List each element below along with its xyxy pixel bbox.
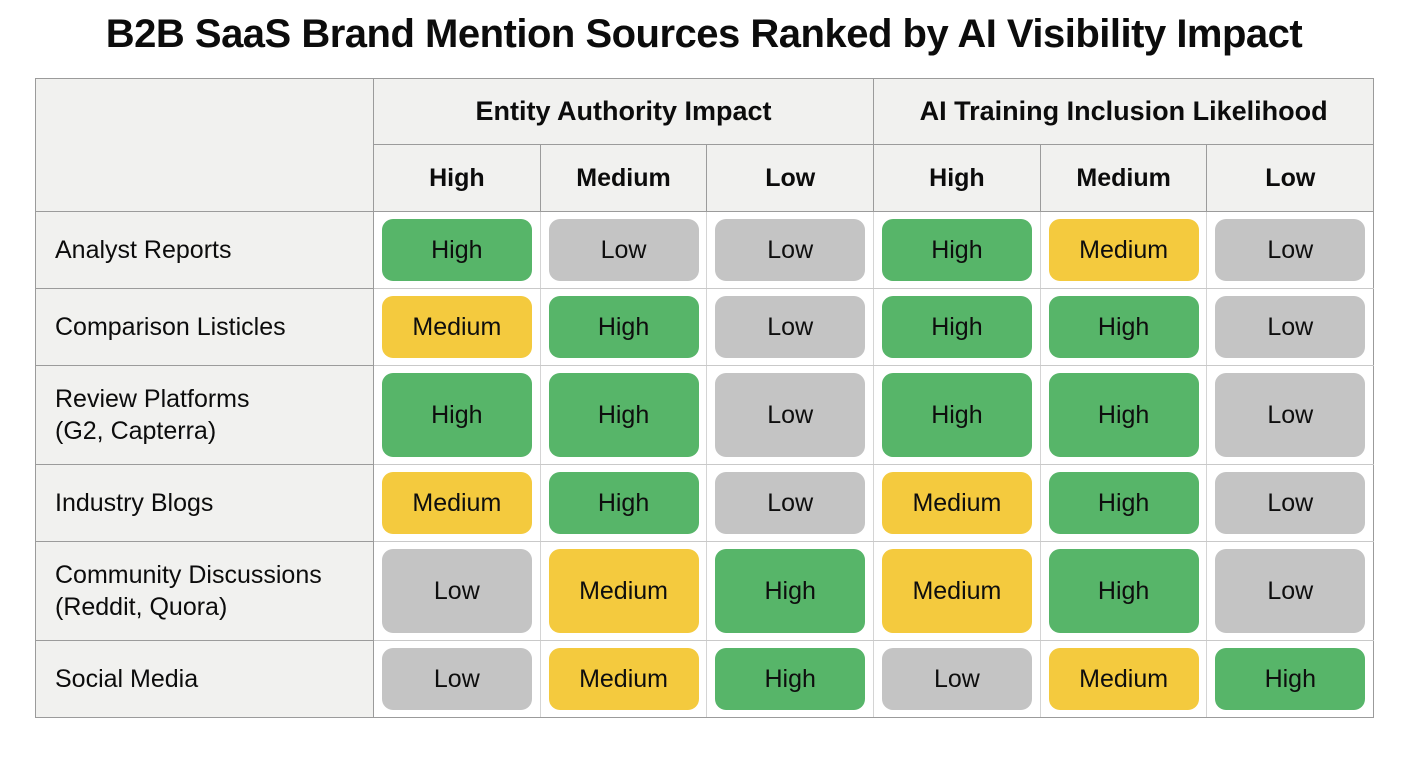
- rating-badge-high: High: [548, 373, 699, 457]
- table-row: Community Discussions (Reddit, Quora) Low M…: [35, 541, 1375, 641]
- subheader-ai-high: High: [873, 144, 1041, 212]
- subheader-row: High Medium Low High Medium Low: [36, 144, 1375, 212]
- matrix-cell: Medium: [873, 464, 1041, 542]
- rating-badge-medium: Medium: [381, 472, 532, 534]
- matrix-cell: High: [539, 464, 708, 542]
- row-label: Analyst Reports: [35, 211, 374, 289]
- rating-badge-high: High: [548, 296, 699, 358]
- matrix-cell: High: [539, 288, 708, 366]
- row-label: Social Media: [35, 640, 374, 718]
- matrix-cell: Medium: [1039, 211, 1208, 289]
- matrix-cell: High: [1039, 365, 1208, 465]
- rating-badge-low: Low: [881, 648, 1032, 710]
- matrix-cell: Low: [706, 365, 875, 465]
- rating-badge-high: High: [881, 219, 1032, 281]
- rating-badge-medium: Medium: [548, 648, 699, 710]
- group-header-row: Entity Authority Impact AI Training Incl…: [35, 78, 1375, 212]
- matrix-cell: High: [873, 288, 1041, 366]
- matrix-cell: Low: [539, 211, 708, 289]
- matrix-cell: Low: [1206, 365, 1375, 465]
- rating-badge-high: High: [1048, 549, 1199, 633]
- matrix-cell: High: [873, 365, 1041, 465]
- corner-cell: [35, 78, 374, 212]
- matrix-cell: High: [373, 365, 541, 465]
- rating-badge-medium: Medium: [548, 549, 699, 633]
- rating-badge-high: High: [881, 373, 1032, 457]
- matrix-cell: High: [873, 211, 1041, 289]
- rating-badge-low: Low: [1215, 219, 1366, 281]
- matrix-cell: Medium: [539, 541, 708, 641]
- matrix-cell: Medium: [873, 541, 1041, 641]
- matrix-cell: Low: [373, 640, 541, 718]
- rating-badge-low: Low: [381, 648, 532, 710]
- subheader-ai-low: Low: [1206, 144, 1375, 212]
- rating-badge-low: Low: [1215, 472, 1366, 534]
- matrix-cell: Medium: [373, 288, 541, 366]
- rating-badge-low: Low: [715, 296, 866, 358]
- rating-badge-low: Low: [1215, 296, 1366, 358]
- rating-badge-high: High: [381, 373, 532, 457]
- matrix-cell: High: [1039, 464, 1208, 542]
- rating-badge-medium: Medium: [881, 472, 1032, 534]
- rating-badge-high: High: [1048, 472, 1199, 534]
- table-row: Industry Blogs Medium High Low Medium High Low: [35, 464, 1375, 542]
- table-row: Analyst Reports High Low Low High Medium Low: [35, 211, 1375, 289]
- rating-badge-high: High: [715, 648, 866, 710]
- matrix-cell: Low: [873, 640, 1041, 718]
- rating-badge-medium: Medium: [381, 296, 532, 358]
- subheader-entity-high: High: [373, 144, 541, 212]
- matrix-cell: Low: [1206, 211, 1375, 289]
- matrix-cell: Medium: [539, 640, 708, 718]
- matrix-cell: High: [706, 640, 875, 718]
- matrix-cell: Low: [706, 464, 875, 542]
- rating-badge-high: High: [715, 549, 866, 633]
- row-label: Comparison Listicles: [35, 288, 374, 366]
- group-header-entity-authority: Entity Authority Impact: [372, 78, 875, 145]
- rating-badge-medium: Medium: [1048, 648, 1199, 710]
- row-label: Review Platforms (G2, Capterra): [35, 365, 374, 465]
- impact-matrix-table: Entity Authority Impact AI Training Incl…: [35, 78, 1375, 718]
- matrix-cell: Low: [373, 541, 541, 641]
- rating-badge-low: Low: [548, 219, 699, 281]
- rating-badge-low: Low: [1215, 549, 1366, 633]
- row-label: Community Discussions (Reddit, Quora): [35, 541, 374, 641]
- subheader-entity-medium: Medium: [539, 144, 708, 212]
- table-row: Social Media Low Medium High Low Medium High: [35, 640, 1375, 718]
- rating-badge-high: High: [1048, 296, 1199, 358]
- rating-badge-high: High: [881, 296, 1032, 358]
- subheader-ai-medium: Medium: [1039, 144, 1208, 212]
- rating-badge-medium: Medium: [1048, 219, 1199, 281]
- page-title: B2B SaaS Brand Mention Sources Ranked by…: [105, 12, 1303, 56]
- group-header-ai-training: AI Training Inclusion Likelihood: [873, 78, 1375, 145]
- matrix-cell: High: [539, 365, 708, 465]
- matrix-cell: High: [373, 211, 541, 289]
- rating-badge-high: High: [548, 472, 699, 534]
- rating-badge-low: Low: [381, 549, 532, 633]
- rating-badge-high: High: [381, 219, 532, 281]
- matrix-cell: High: [706, 541, 875, 641]
- matrix-cell: Medium: [373, 464, 541, 542]
- row-label: Industry Blogs: [35, 464, 374, 542]
- rating-badge-high: High: [1215, 648, 1366, 710]
- matrix-cell: Medium: [1039, 640, 1208, 718]
- matrix-cell: Low: [706, 211, 875, 289]
- subheader-entity-low: Low: [706, 144, 875, 212]
- matrix-cell: High: [1039, 288, 1208, 366]
- matrix-cell: High: [1039, 541, 1208, 641]
- rating-badge-medium: Medium: [881, 549, 1032, 633]
- rating-badge-high: High: [1048, 373, 1199, 457]
- table-row: Review Platforms (G2, Capterra) High High Lo…: [35, 365, 1375, 465]
- matrix-cell: Low: [706, 288, 875, 366]
- table-row: Comparison Listicles Medium High Low High Hig…: [35, 288, 1375, 366]
- matrix-cell: Low: [1206, 541, 1375, 641]
- rating-badge-low: Low: [715, 373, 866, 457]
- matrix-cell: High: [1206, 640, 1375, 718]
- rating-badge-low: Low: [715, 219, 866, 281]
- rating-badge-low: Low: [1215, 373, 1366, 457]
- rating-badge-low: Low: [715, 472, 866, 534]
- matrix-cell: Low: [1206, 464, 1375, 542]
- matrix-cell: Low: [1206, 288, 1375, 366]
